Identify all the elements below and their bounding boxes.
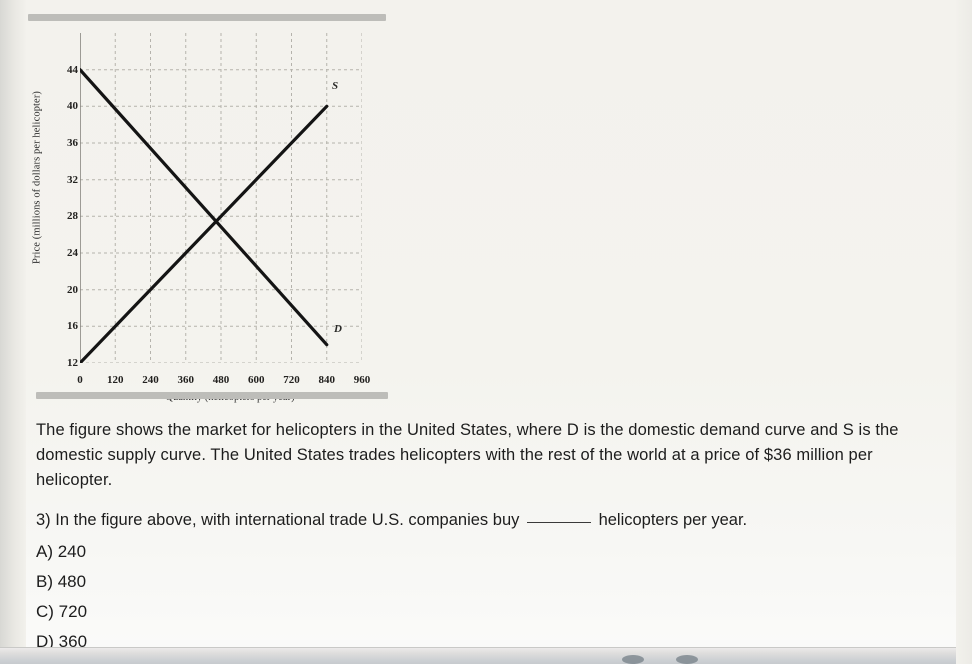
choice-a[interactable]: A) 240 [36,542,87,561]
chart-svg [80,33,362,363]
choice-c[interactable]: C) 720 [36,602,88,621]
x-tick-240: 240 [142,374,159,386]
demand-curve [80,68,329,347]
y-tick-12: 12 [67,357,78,369]
device-bottom-edge [0,647,972,664]
supply-curve-label: S [332,80,339,92]
y-tick-24: 24 [67,247,78,259]
y-tick-20: 20 [67,283,78,296]
x-tick-120: 120 [107,374,124,386]
divider-bar-middle [36,392,388,399]
x-tick-600: 600 [248,374,265,386]
y-tick-36: 36 [67,137,78,149]
y-tick-44: 44 [67,63,78,76]
nav-dot-right-icon[interactable] [676,655,698,664]
y-axis-tick-labels: 12 16 20 24 28 32 36 40 44 [38,33,78,369]
answer-choices: A) 240 B) 480 C) 720 D) 360 [36,537,536,657]
nav-dot-left-icon[interactable] [622,655,644,664]
x-tick-840: 840 [318,374,336,386]
question-prefix: In the figure above, with international … [55,511,520,529]
vertical-gridlines [114,33,362,363]
x-tick-0: 0 [77,374,83,386]
question-number: 3) [36,511,51,529]
answer-blank[interactable] [526,522,591,523]
y-tick-40: 40 [67,100,78,113]
economics-figure: Price (millions of dollars per helicopte… [16,22,396,403]
x-tick-360: 360 [177,374,195,386]
horizontal-gridlines [80,69,362,363]
supply-curve [80,104,329,363]
plot-area: S D [80,33,362,363]
question-suffix: helicopters per year. [598,511,748,529]
x-tick-960: 960 [353,374,371,386]
x-axis-tick-labels: 0 120 240 360 480 600 720 840 960 [77,374,380,392]
x-tick-480: 480 [212,374,230,386]
choice-d[interactable]: D) 360 [36,632,88,651]
passage-text: The figure shows the market for helicopt… [36,420,899,489]
question-stem: 3) In the figure above, with internation… [36,508,944,532]
y-tick-16: 16 [67,320,78,333]
x-tick-720: 720 [283,374,300,386]
divider-bar-top [28,14,386,21]
y-tick-28: 28 [67,210,78,223]
choice-b[interactable]: B) 480 [36,572,87,591]
demand-curve-label: D [334,323,342,335]
y-tick-32: 32 [67,173,78,186]
